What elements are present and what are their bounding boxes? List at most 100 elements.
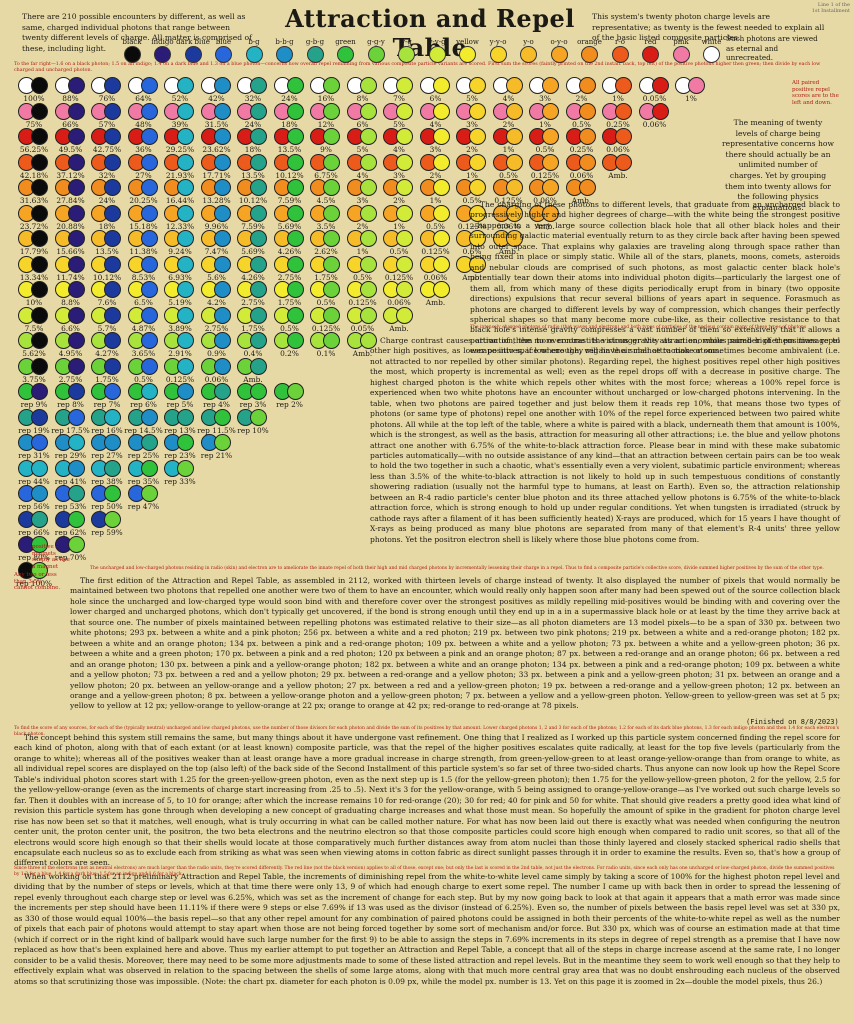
photon-pair-cell: 32% xyxy=(87,152,127,182)
photon-dot-icon xyxy=(432,230,450,247)
pair-value-label: 0.5% xyxy=(426,221,445,231)
photon-pair-cell: 0.5% xyxy=(343,254,383,284)
pair-value-label: 88% xyxy=(62,94,79,103)
photon-dot-icon xyxy=(250,153,267,171)
pair-value-label: 8.53% xyxy=(131,272,156,282)
photon-pair xyxy=(14,483,54,502)
pair-value-label: rep 21% xyxy=(200,451,233,460)
photon-pair xyxy=(233,356,273,375)
photon-dot-icon xyxy=(542,153,559,171)
photon-pair-cell: 4.2% xyxy=(197,279,237,309)
pair-value-label: 13.5% xyxy=(241,170,265,180)
photon-pair xyxy=(343,101,383,120)
photon-dot-icon xyxy=(31,230,48,247)
photon-pair-cell: 23.62% xyxy=(197,126,237,156)
pair-value-label: 42.75% xyxy=(92,145,122,154)
photon-pair-cell: 7% xyxy=(379,75,419,105)
photon-dot-icon xyxy=(140,230,158,247)
photon-dot-icon xyxy=(213,332,231,349)
intro-right-text: This system's twenty photon charge level… xyxy=(592,12,825,42)
pair-value-label: 23.72% xyxy=(19,221,49,231)
photon-dot-icon xyxy=(31,306,48,324)
photon-pair-cell: 7.5% xyxy=(14,305,54,335)
photon-dot-icon xyxy=(67,281,85,298)
photon-pair xyxy=(14,126,54,145)
photon-pair xyxy=(416,203,456,222)
photon-pair-cell: 0.25% xyxy=(598,101,638,131)
photon-dot-icon xyxy=(250,204,267,222)
photon-pair-cell: Amb. xyxy=(416,279,456,309)
photon-pair-cell: 8.8% xyxy=(51,279,91,309)
photon-dot-icon xyxy=(213,408,231,426)
photon-dot-icon xyxy=(359,230,377,247)
photon-pair-cell: rep 100% xyxy=(14,560,54,590)
photon-dot-icon xyxy=(688,77,705,94)
photon-pair-cell: 21.93% xyxy=(160,152,200,182)
photon-pair-cell: 4% xyxy=(343,152,383,182)
photon-pair-cell: rep 21% xyxy=(197,432,237,462)
photon-dot-icon xyxy=(469,77,486,94)
pair-value-label: 0.6% xyxy=(462,247,482,256)
photon-pair xyxy=(87,228,127,247)
photon-pair xyxy=(233,407,273,426)
photon-pair-cell: 3% xyxy=(416,126,456,156)
pair-value-label: 7.59% xyxy=(277,196,302,205)
pair-value-label: rep 100% xyxy=(15,578,53,588)
pair-value-label: 0.05% xyxy=(350,323,375,333)
photon-pair-cell: 2.91% xyxy=(160,330,200,360)
pair-value-label: 0.5% xyxy=(134,374,153,384)
photon-pair xyxy=(14,432,54,451)
photon-pair-cell: 9.96% xyxy=(197,203,237,233)
photon-dot-icon xyxy=(432,204,450,222)
photon-dot-icon xyxy=(432,281,450,298)
photon-dot-icon xyxy=(67,332,85,349)
photon-pair-cell: 76% xyxy=(87,75,127,105)
legend-item-g-b-g: g-b-g xyxy=(295,38,335,63)
photon-pair xyxy=(416,177,456,196)
photon-dot-icon xyxy=(177,204,194,222)
pair-value-label: 52% xyxy=(171,94,189,103)
photon-pair-cell: 75% xyxy=(14,101,54,131)
pair-value-label: 6.5% xyxy=(134,298,153,307)
pair-value-label: 1% xyxy=(685,94,697,103)
pair-value-label: 39% xyxy=(171,119,189,129)
photon-dot-icon xyxy=(469,230,486,247)
photon-pair xyxy=(124,483,164,502)
photon-dot-icon xyxy=(67,204,85,222)
pair-value-label: 0.06% xyxy=(569,170,594,180)
pair-value-label: 7.47% xyxy=(204,247,229,256)
legend-label: white xyxy=(701,38,722,46)
pair-value-label: 36% xyxy=(135,145,152,154)
photon-pair xyxy=(233,279,273,298)
legend-item-r-o: r-o xyxy=(600,38,640,63)
photon-dot-icon xyxy=(250,230,267,247)
pair-value-label: 13.5% xyxy=(277,145,302,154)
photon-dot-icon xyxy=(104,102,121,120)
pair-value-label: 17.79% xyxy=(19,247,49,256)
legend-label: pink xyxy=(673,38,689,46)
photon-pair-cell: 24% xyxy=(87,177,127,207)
photon-pair-cell: 6% xyxy=(343,101,383,131)
photon-pair-cell: 42% xyxy=(197,75,237,105)
photon-dot-icon xyxy=(578,128,596,145)
photon-pair xyxy=(124,126,164,145)
photon-dot-icon xyxy=(323,77,340,94)
photon-dot-icon xyxy=(578,77,596,94)
photon-dot-icon xyxy=(140,383,158,400)
photon-pair xyxy=(14,254,54,273)
photon-dot-icon xyxy=(432,128,450,145)
photon-pair-cell: Amb. xyxy=(489,228,529,258)
photon-dot-icon xyxy=(67,485,85,502)
photon-dot-icon xyxy=(615,153,632,171)
pair-value-label: 15.66% xyxy=(56,247,85,256)
photon-pair-cell: 37.12% xyxy=(51,152,91,182)
photon-pair-cell: 0.5% xyxy=(489,152,529,182)
pair-value-label: 7.5% xyxy=(24,323,44,333)
photon-pair xyxy=(270,305,310,324)
legend-item-g-g-y: g-g-y xyxy=(356,38,396,63)
photon-dot-icon xyxy=(505,153,523,171)
pair-value-label: 4% xyxy=(356,170,369,180)
photon-pair-cell: 2% xyxy=(489,101,529,131)
photon-pair-cell: 4% xyxy=(379,126,419,156)
